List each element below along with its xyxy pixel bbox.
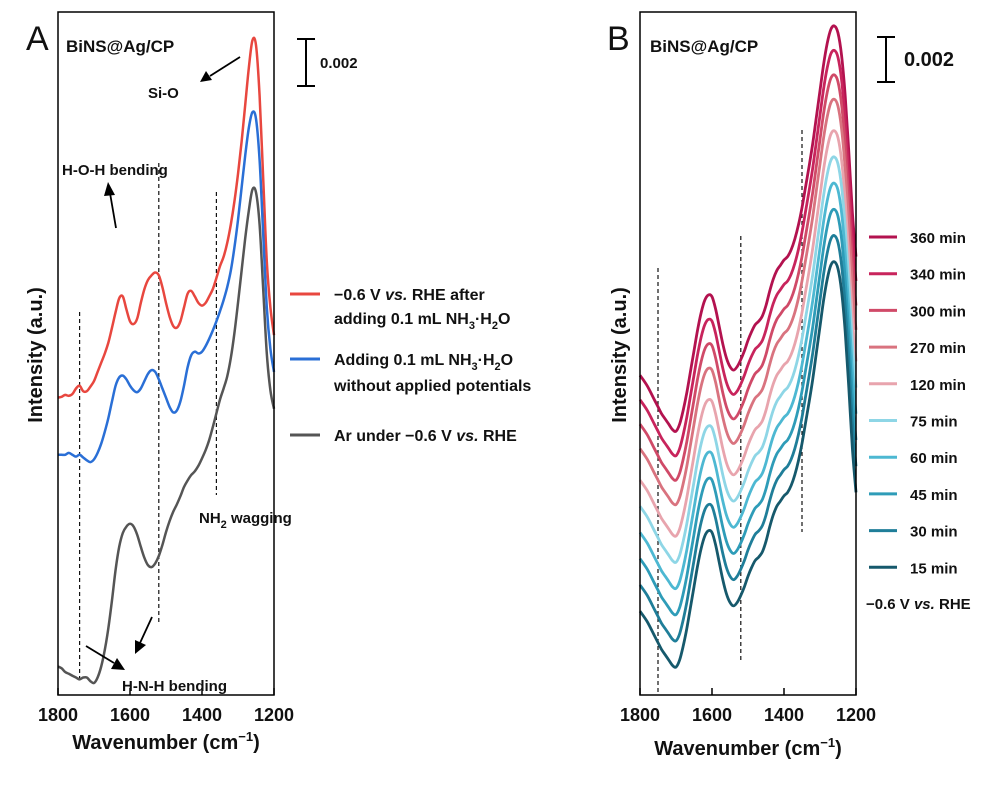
panel-b-series-360-min-line xyxy=(638,24,858,433)
arrow-hoh-head xyxy=(104,182,115,196)
annotation-nh2-wagging: NH2 wagging xyxy=(199,510,292,531)
legend-series-2-line-2: without applied potentials xyxy=(333,378,531,395)
panel-a-series-1-line xyxy=(57,36,276,399)
panel-a-sample-label: BiNS@Ag/CP xyxy=(66,37,174,56)
panel-b-x-ticks: 1800 1600 1400 1200 xyxy=(620,688,876,725)
panel-b-legend-label-340-min: 340 min xyxy=(910,267,966,284)
panel-b-legend-label-15-min: 15 min xyxy=(910,560,958,577)
panel-b-series-45-min-line xyxy=(638,207,858,617)
panel-b-series-15-min-line xyxy=(638,260,858,669)
panel-b-series-120-min-line xyxy=(638,129,858,538)
arrow-si-o xyxy=(209,56,241,77)
annotation-si-o: Si-O xyxy=(148,85,179,102)
panel-b-legend-label-120-min: 120 min xyxy=(910,377,966,394)
panel-b-tick-label-1600: 1600 xyxy=(692,705,732,725)
arrow-hnh-right xyxy=(139,616,153,644)
panel-a-x-ticks: 1800 1600 1400 1200 xyxy=(38,688,294,725)
panel-b-series-340-min-line xyxy=(638,48,858,458)
panel-b-series-30-min-line xyxy=(638,234,858,643)
arrow-si-o-head xyxy=(200,71,212,82)
panel-a-x-axis-label: Wavenumber (cm−1) xyxy=(72,729,259,754)
panel-a-reference-lines xyxy=(78,163,217,678)
panel-b-tick-label-1800: 1800 xyxy=(620,705,660,725)
panel-b-legend-footer: −0.6 V vs. RHE xyxy=(866,596,971,613)
panel-b-legend-label-270-min: 270 min xyxy=(910,340,966,357)
panel-b-legend-label-30-min: 30 min xyxy=(910,524,958,541)
panel-b-tick-label-1200: 1200 xyxy=(836,705,876,725)
panel-b-series-75-min-line xyxy=(638,155,858,564)
legend-series-3-line-1: Ar under −0.6 V vs. RHE xyxy=(334,428,517,445)
panel-a-tick-label-1600: 1600 xyxy=(110,705,150,725)
panel-a-series xyxy=(57,36,276,685)
panel-b-plot-frame xyxy=(639,11,857,696)
panel-a-scale-bar xyxy=(297,38,315,87)
panel-a-scale-bar-label: 0.002 xyxy=(320,55,358,72)
panel-b-series-60-min-line xyxy=(638,181,858,591)
panel-a: A BiNS@Ag/CP 1800 1600 1400 1200 Wavenumber… xyxy=(25,11,531,754)
panel-a-plot-frame xyxy=(57,11,275,696)
panel-a-tick-label-1400: 1400 xyxy=(182,705,222,725)
panel-b-scale-bar-label: 0.002 xyxy=(904,49,954,71)
arrow-hnh-left-head xyxy=(111,658,125,670)
panel-a-tick-label-1800: 1800 xyxy=(38,705,78,725)
panel-b-legend-label-75-min: 75 min xyxy=(910,414,958,431)
panel-b-legend-label-45-min: 45 min xyxy=(910,487,958,504)
panel-b-tick-label-1400: 1400 xyxy=(764,705,804,725)
panel-a-series-2-line xyxy=(58,110,276,464)
panel-b-legend-label-360-min: 360 min xyxy=(910,230,966,247)
legend-series-2-line-1: Adding 0.1 mL NH3·H2O xyxy=(334,352,513,373)
panel-b-sample-label: BiNS@Ag/CP xyxy=(650,37,758,56)
arrow-hnh-left xyxy=(85,645,115,664)
panel-a-letter: A xyxy=(26,20,49,58)
legend-series-1-line-2: adding 0.1 mL NH3·H2O xyxy=(334,311,510,332)
panel-a-legend: −0.6 V vs. RHE after adding 0.1 mL NH3·H… xyxy=(290,287,531,445)
arrow-hnh-right-head xyxy=(135,640,146,654)
panel-b-legend: 360 min 340 min 300 min 270 min 120 min 75 mi… xyxy=(869,230,966,577)
panel-b-scale-bar xyxy=(877,36,895,83)
annotation-hoh-bending: H-O-H bending xyxy=(62,162,168,179)
panel-b: B BiNS@Ag/CP 1800 1600 1400 1200 Wavenumber… xyxy=(607,11,971,760)
panel-a-series-3-line xyxy=(57,186,276,685)
panel-b-legend-label-60-min: 60 min xyxy=(910,450,958,467)
panel-b-x-axis-label: Wavenumber (cm−1) xyxy=(654,735,841,760)
panel-b-y-axis-label: Intensity (a.u.) xyxy=(609,287,631,423)
panel-b-legend-label-300-min: 300 min xyxy=(910,303,966,320)
panel-a-tick-label-1200: 1200 xyxy=(254,705,294,725)
annotation-hnh-bending: H-N-H bending xyxy=(122,678,227,695)
panel-b-series xyxy=(638,24,858,669)
legend-series-1-line-1: −0.6 V vs. RHE after xyxy=(334,287,485,304)
panel-a-y-axis-label: Intensity (a.u.) xyxy=(25,287,47,423)
panel-b-series-300-min-line xyxy=(638,73,858,482)
panel-b-series-270-min-line xyxy=(638,97,858,507)
panel-b-letter: B xyxy=(607,20,630,58)
arrow-hoh xyxy=(109,192,117,229)
